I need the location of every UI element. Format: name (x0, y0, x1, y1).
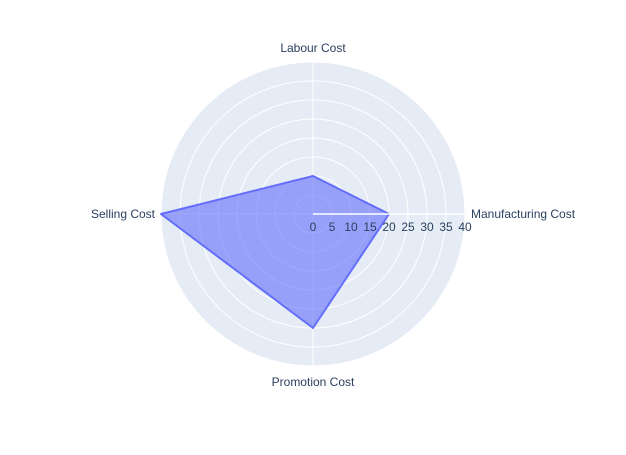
radial-tick-label-15: 15 (363, 220, 377, 234)
radial-tick-label-0: 0 (310, 220, 317, 234)
radial-tick-label-30: 30 (420, 220, 434, 234)
radial-axis-ticks: 0 5 10 15 20 25 30 35 40 (310, 213, 472, 234)
radial-tick-label-5: 5 (329, 220, 336, 234)
angular-label-labour-cost: Labour Cost (280, 41, 346, 55)
angular-label-promotion-cost: Promotion Cost (272, 375, 355, 389)
radial-tick-label-25: 25 (401, 220, 415, 234)
radial-tick-label-10: 10 (344, 220, 358, 234)
angular-label-manufacturing-cost: Manufacturing Cost (471, 207, 576, 221)
radial-tick-label-40: 40 (458, 220, 472, 234)
angular-label-selling-cost: Selling Cost (91, 207, 156, 221)
radial-tick-label-20: 20 (382, 220, 396, 234)
angular-axis-labels: Manufacturing Cost Labour Cost Selling Cos… (91, 41, 576, 389)
radial-tick-label-35: 35 (439, 220, 453, 234)
